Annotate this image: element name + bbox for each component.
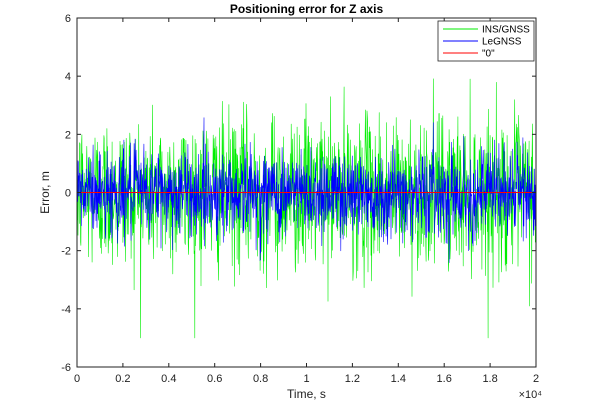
x-tick-label: 1.2 [345, 373, 360, 385]
x-tick-label: 0.4 [161, 373, 176, 385]
x-tick-label: 1.8 [482, 373, 497, 385]
chart-title: Positioning error for Z axis [230, 2, 384, 16]
y-tick-label: -6 [61, 362, 71, 374]
y-tick-label: 4 [65, 71, 71, 83]
x-axis-multiplier: ×10⁴ [519, 389, 543, 401]
y-tick-label: 6 [65, 13, 71, 25]
y-tick-label: -4 [61, 304, 71, 316]
legend-label-1: LeGNSS [482, 37, 522, 48]
y-tick-label: 2 [65, 129, 71, 141]
y-tick-label: 0 [65, 188, 71, 200]
x-tick-label: 0 [74, 373, 80, 385]
x-tick-label: 1.6 [437, 373, 452, 385]
legend-label-0: INS/GNSS [482, 25, 530, 36]
series-layer [76, 78, 537, 339]
x-tick-label: 2 [533, 373, 539, 385]
x-tick-label: 1.4 [391, 373, 406, 385]
x-tick-label: 0.6 [207, 373, 222, 385]
series-line-1 [76, 117, 537, 263]
legend-label-2: "0" [482, 49, 495, 60]
x-axis-title: Time, s [287, 387, 326, 401]
x-tick-label: 1 [303, 373, 309, 385]
x-tick-label: 0.8 [253, 373, 268, 385]
y-axis-ticks: -6 -4 -2 0 2 4 6 [61, 13, 536, 374]
y-tick-label: -2 [61, 246, 71, 258]
y-axis-title: Error, m [38, 171, 52, 214]
x-tick-label: 0.2 [115, 373, 130, 385]
